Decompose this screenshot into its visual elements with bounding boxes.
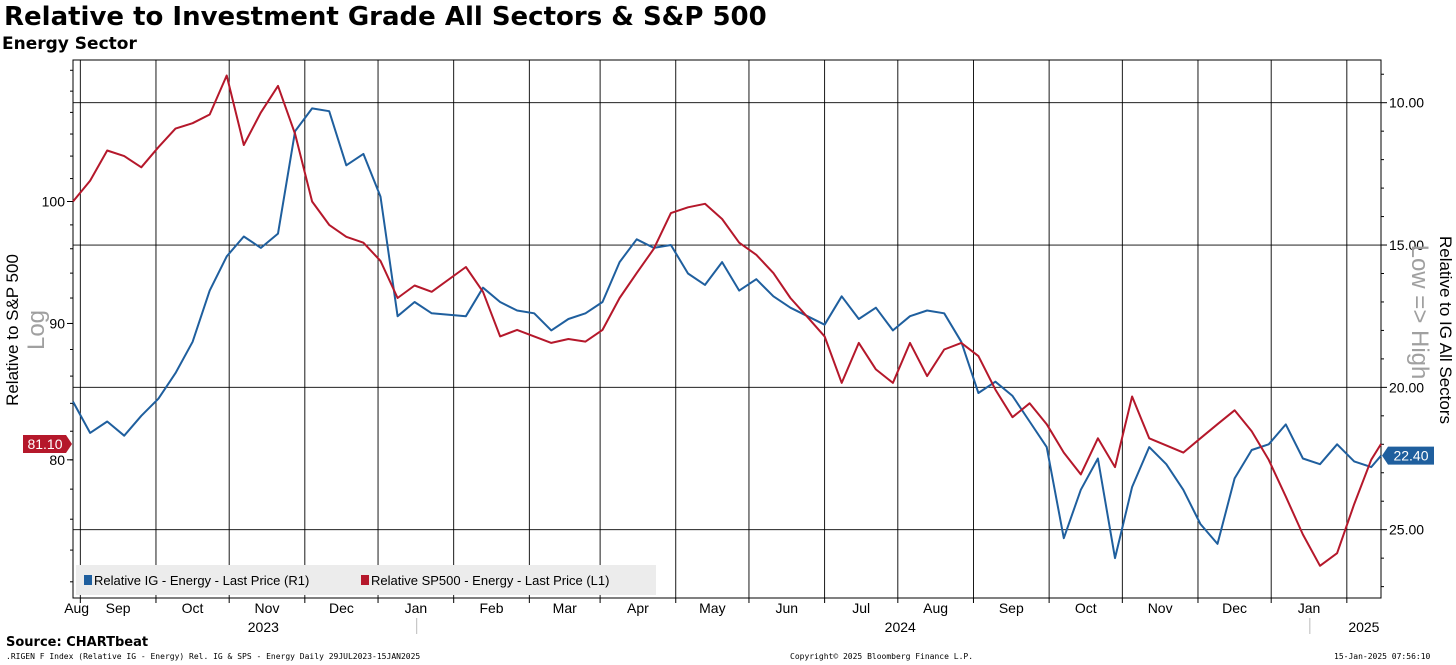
x-tick-label: Dec: [1222, 600, 1247, 616]
sp500-last-value-label: 81.10: [27, 436, 62, 452]
right-axis: 10.00 15.00 20.00 25.00 Relative to IG All S…: [1381, 73, 1455, 588]
left-tick-label: 90: [49, 315, 65, 331]
right-tick-label: 20.00: [1389, 379, 1424, 395]
plot-area: [72, 59, 1382, 599]
x-tick-label: Jun: [775, 600, 798, 616]
ig-energy-line: [72, 107, 1382, 560]
chart-title: Relative to Investment Grade All Sectors…: [4, 2, 767, 32]
timestamp-note: 15-Jan-2025 07:56:10: [1334, 652, 1431, 661]
legend-swatch-sp500: [361, 575, 369, 585]
right-axis-title: Relative to IG All Sectors: [1436, 236, 1455, 424]
ig-last-value-tag: [1382, 446, 1434, 465]
x-tick-label: Oct: [1075, 600, 1097, 616]
right-tick-label: 10.00: [1389, 95, 1424, 111]
year-label: 2024: [885, 619, 916, 635]
x-tick-label: Jul: [852, 600, 870, 616]
left-axis: 100 90 80 Relative to S&P 500 Log: [3, 69, 73, 583]
legend-item-sp500: Relative SP500 - Energy - Last Price (L1…: [371, 573, 609, 588]
left-tick-label: 100: [42, 193, 66, 209]
x-tick-label: Jan: [405, 600, 428, 616]
copyright-note: Copyright© 2025 Bloomberg Finance L.P.: [790, 652, 974, 661]
year-label: 2023: [248, 619, 279, 635]
x-tick-label: Apr: [627, 600, 649, 616]
chart-subtitle: Energy Sector: [2, 34, 137, 54]
x-axis: Aug Sep Oct Nov Dec Jan Feb Mar Apr May Jun Jul Aug S…: [64, 598, 1380, 635]
legend: Relative IG - Energy - Last Price (R1) Re…: [76, 565, 656, 595]
x-tick-label: Sep: [999, 600, 1024, 616]
last-value-tags: 81.10 22.40: [23, 435, 1434, 465]
source-note: Source: CHARTbeat: [6, 635, 149, 650]
x-tick-label: Dec: [329, 600, 354, 616]
right-axis-note: Low => High: [1406, 245, 1433, 380]
series-lines: [72, 74, 1382, 567]
ig-last-value-label: 22.40: [1393, 448, 1428, 464]
x-tick-label: May: [699, 600, 725, 616]
legend-item-ig: Relative IG - Energy - Last Price (R1): [94, 573, 309, 588]
x-tick-label: Feb: [479, 600, 503, 616]
x-tick-label: Oct: [182, 600, 204, 616]
query-note: .RIGEN F Index (Relative IG - Energy) Re…: [6, 652, 421, 661]
x-tick-label: Sep: [106, 600, 131, 616]
sp500-last-value-tag: [23, 435, 72, 454]
log-scale-note: Log: [23, 310, 50, 350]
x-tick-label: Jan: [1298, 600, 1321, 616]
gridlines: [73, 60, 1381, 598]
left-tick-label: 80: [49, 452, 65, 468]
sp500-energy-line: [72, 74, 1382, 567]
x-tick-label: Aug: [923, 600, 948, 616]
x-tick-label: Nov: [1148, 600, 1173, 616]
right-tick-label: 15.00: [1389, 237, 1424, 253]
legend-swatch-ig: [84, 575, 92, 585]
right-tick-label: 25.00: [1389, 522, 1424, 538]
x-tick-label: Mar: [553, 600, 577, 616]
year-label: 2025: [1348, 619, 1379, 635]
x-tick-label: Aug: [64, 600, 89, 616]
left-axis-title: Relative to S&P 500: [3, 254, 22, 406]
x-tick-label: Nov: [255, 600, 280, 616]
